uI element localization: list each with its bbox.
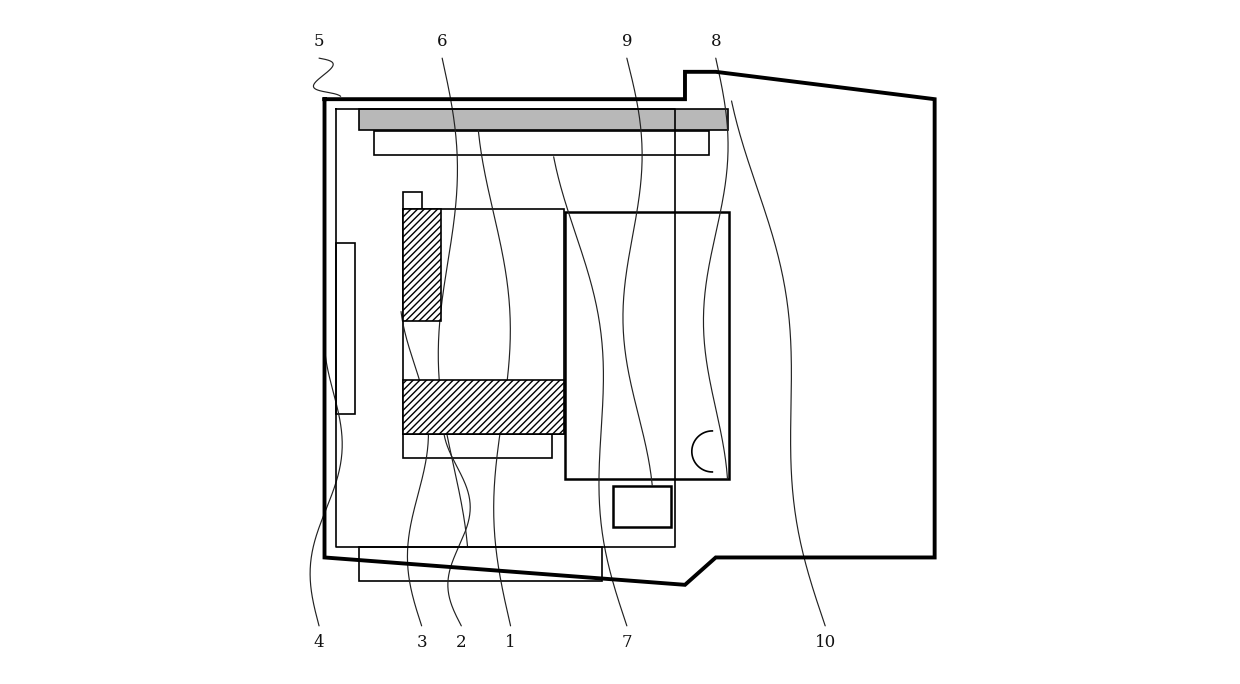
Text: 10: 10: [815, 635, 836, 651]
Text: 1: 1: [505, 635, 516, 651]
Text: 3: 3: [417, 635, 427, 651]
Bar: [358, 547, 601, 581]
Bar: [373, 131, 709, 155]
Bar: [565, 212, 729, 479]
Bar: [613, 486, 671, 527]
Bar: [403, 434, 552, 458]
Bar: [336, 243, 356, 414]
Bar: [403, 380, 564, 434]
Bar: [403, 209, 440, 321]
Text: 6: 6: [436, 33, 448, 49]
Text: 7: 7: [621, 635, 632, 651]
Text: 8: 8: [711, 33, 722, 49]
Bar: [403, 192, 423, 311]
Bar: [403, 209, 564, 434]
Text: 5: 5: [314, 33, 325, 49]
Bar: [358, 109, 728, 130]
Text: 2: 2: [456, 635, 466, 651]
Text: 4: 4: [314, 635, 325, 651]
Text: 9: 9: [621, 33, 632, 49]
